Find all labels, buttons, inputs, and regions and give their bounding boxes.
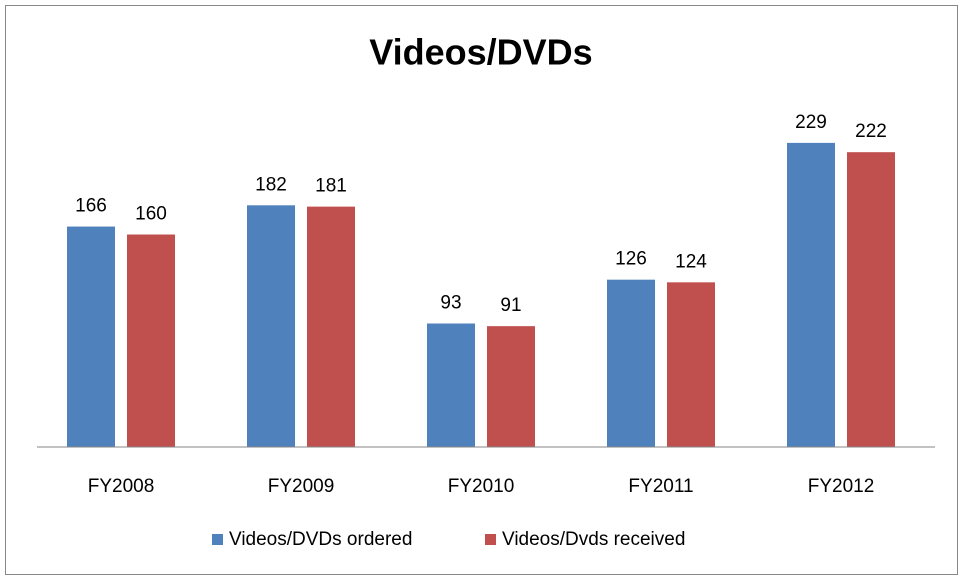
x-tick-label: FY2008 — [88, 476, 155, 497]
bar — [67, 226, 115, 447]
bar — [667, 282, 715, 447]
bar — [487, 326, 535, 447]
data-label: 229 — [795, 112, 827, 133]
legend-label: Videos/Dvds received — [502, 529, 685, 550]
x-tick-label: FY2011 — [628, 476, 693, 497]
bar — [427, 323, 475, 447]
data-label: 126 — [615, 249, 647, 270]
chart-title: Videos/DVDs — [369, 32, 592, 73]
x-tick-label: FY2009 — [268, 476, 335, 497]
data-label: 222 — [855, 121, 887, 142]
bar — [127, 234, 175, 447]
data-label: 91 — [500, 295, 521, 316]
x-tick-label: FY2012 — [808, 476, 875, 497]
bar — [787, 142, 835, 447]
data-label: 124 — [675, 251, 707, 272]
data-label: 182 — [255, 174, 287, 195]
x-tick-label: FY2010 — [448, 476, 515, 497]
bar — [247, 205, 295, 447]
data-label: 166 — [75, 196, 107, 217]
data-label: 93 — [440, 293, 461, 314]
data-label: 181 — [315, 176, 347, 197]
bar — [307, 206, 355, 447]
legend-swatch — [212, 534, 223, 545]
bar — [847, 152, 895, 447]
legend-label: Videos/DVDs ordered — [229, 529, 412, 550]
data-label: 160 — [135, 204, 167, 225]
legend-swatch — [485, 534, 496, 545]
bar — [607, 279, 655, 447]
